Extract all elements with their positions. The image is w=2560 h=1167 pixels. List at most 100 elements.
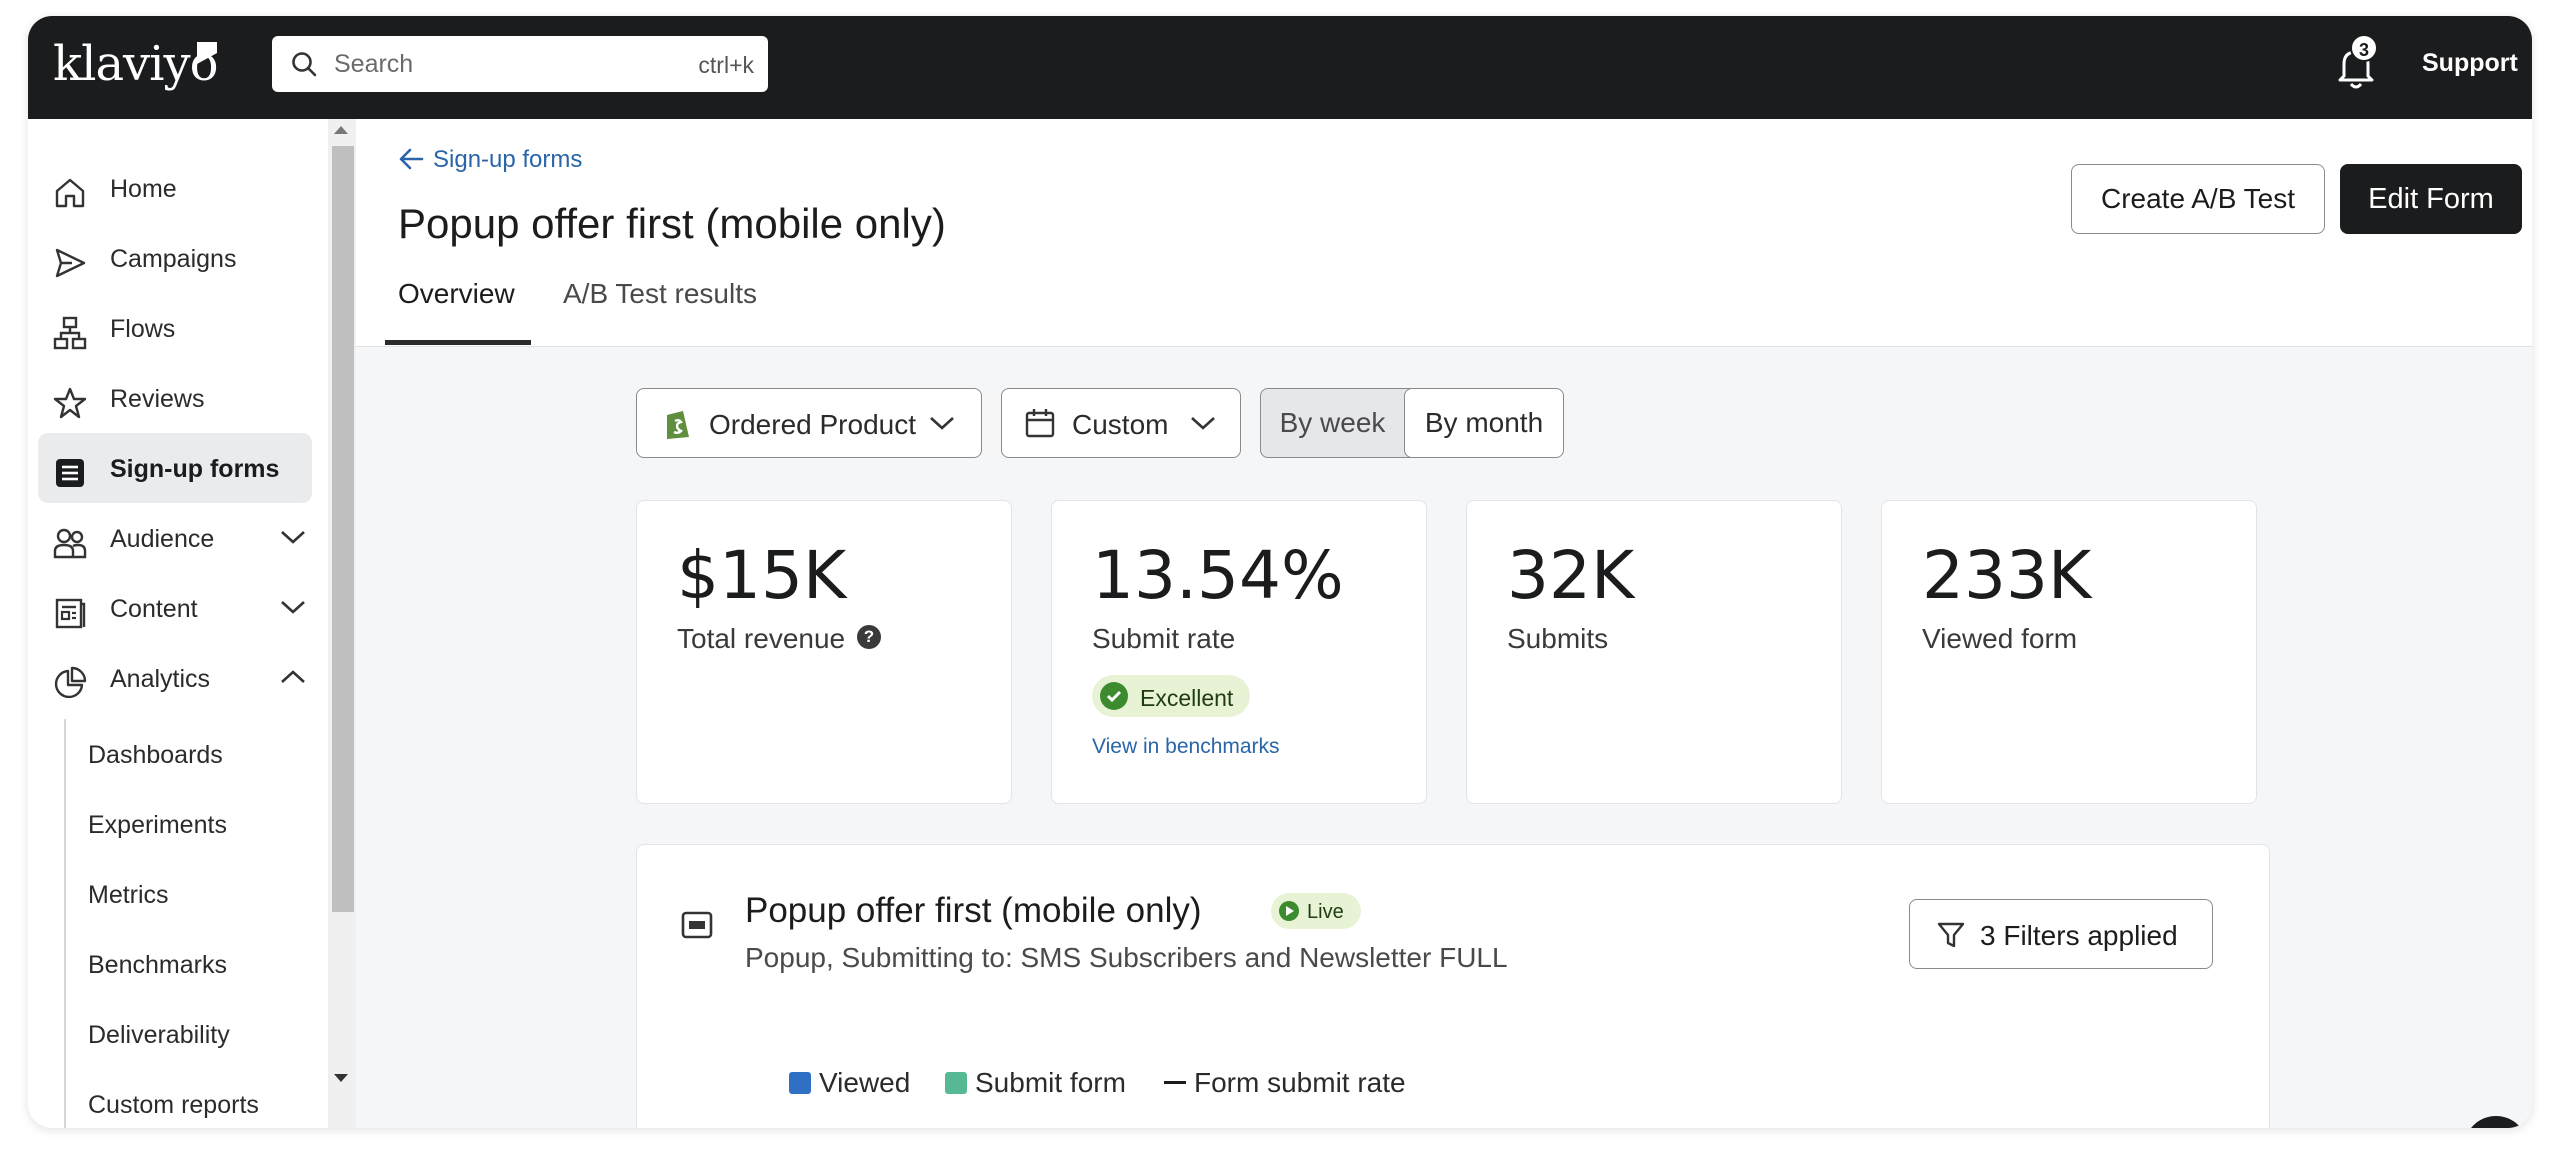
sidebar-item-analytics[interactable]: Analytics xyxy=(38,643,312,713)
legend-label: Form submit rate xyxy=(1194,1067,1406,1098)
klaviyo-logo[interactable]: klaviyo xyxy=(53,36,219,92)
submits-label: Submits xyxy=(1507,623,1609,654)
revenue-value: $15K xyxy=(677,537,847,614)
notification-count-badge: 3 xyxy=(2350,34,2378,62)
chevron-down-icon xyxy=(281,601,305,614)
legend-label: Submit form xyxy=(975,1067,1126,1098)
edit-form-button[interactable]: Edit Form xyxy=(2340,164,2522,234)
granularity-toggle: By week By month xyxy=(1260,388,1564,458)
sidebar-subitem-deliverability[interactable]: Deliverability xyxy=(88,1021,230,1049)
sidebar: Home Campaigns Flows Reviews Sign-up for… xyxy=(28,119,328,1128)
sidebar-subitem-benchmarks[interactable]: Benchmarks xyxy=(88,951,227,979)
metric-card-submits: 32K Submits xyxy=(1466,500,1842,804)
by-week-option[interactable]: By week xyxy=(1279,407,1386,438)
sidebar-item-campaigns[interactable]: Campaigns xyxy=(38,223,312,293)
app-window: klaviyo ctrl+k 3 Support Home Campaigns … xyxy=(28,16,2532,1128)
play-icon xyxy=(1279,901,1299,921)
filters-applied-label: 3 Filters applied xyxy=(1980,920,2178,951)
sidebar-item-label: Reviews xyxy=(110,385,205,413)
sidebar-item-label: Home xyxy=(110,175,177,203)
form-icon xyxy=(56,459,84,487)
support-link[interactable]: Support xyxy=(2422,49,2518,77)
active-tab-indicator xyxy=(385,340,531,345)
sidebar-item-content[interactable]: Content xyxy=(38,573,312,643)
search-icon xyxy=(292,52,317,77)
sidebar-item-home[interactable]: Home xyxy=(38,153,312,223)
by-month-option[interactable]: By month xyxy=(1404,389,1563,457)
breadcrumb-back-link[interactable]: Sign-up forms xyxy=(433,146,583,173)
search-shortcut-hint: ctrl+k xyxy=(698,52,754,78)
logo-flag-icon xyxy=(197,42,217,64)
chat-bubble-icon[interactable] xyxy=(2464,1116,2528,1128)
legend-label: Viewed xyxy=(819,1067,911,1098)
sidebar-item-label: Campaigns xyxy=(110,245,237,273)
sidebar-item-label: Audience xyxy=(110,525,215,553)
search-box[interactable]: ctrl+k xyxy=(272,36,768,92)
tab-overview[interactable]: Overview xyxy=(398,278,515,309)
submit-rate-value: 13.54% xyxy=(1092,537,1344,614)
popup-form-icon xyxy=(681,911,713,939)
sidebar-item-label: Content xyxy=(110,595,198,623)
sidebar-item-label: Analytics xyxy=(110,665,211,693)
view-in-benchmarks-link[interactable]: View in benchmarks xyxy=(1092,735,1280,758)
sidebar-item-sign-up-forms[interactable]: Sign-up forms xyxy=(38,433,312,503)
scroll-up-arrow-icon[interactable] xyxy=(334,126,348,134)
live-status-label: Live xyxy=(1307,901,1344,923)
excellent-badge: Excellent xyxy=(1092,675,1250,717)
metric-card-revenue: $15K Total revenue ? xyxy=(636,500,1012,804)
search-input[interactable] xyxy=(334,44,664,84)
chevron-down-icon xyxy=(281,531,305,544)
date-range-label: Custom xyxy=(1072,409,1169,440)
scroll-down-arrow-icon[interactable] xyxy=(334,1074,348,1082)
flow-icon xyxy=(53,316,87,350)
date-range-dropdown[interactable]: Custom xyxy=(1001,388,1241,458)
help-icon[interactable]: ? xyxy=(857,625,881,649)
sidebar-subitem-custom-reports[interactable]: Custom reports xyxy=(88,1091,259,1119)
sidebar-item-audience[interactable]: Audience xyxy=(38,503,312,573)
metric-dropdown[interactable]: Ordered Product xyxy=(636,388,982,458)
submits-value: 32K xyxy=(1507,537,1635,614)
filter-icon xyxy=(1937,922,1965,948)
submit-rate-label: Submit rate xyxy=(1092,623,1236,654)
page-title: Popup offer first (mobile only) xyxy=(398,200,946,247)
check-circle-icon xyxy=(1100,682,1128,710)
calendar-icon xyxy=(1025,409,1055,438)
sidebar-scroll-thumb[interactable] xyxy=(332,146,354,912)
legend-item-submit-form[interactable]: Submit form xyxy=(945,1067,1126,1099)
metric-card-submit-rate: 13.54% Submit rate Excellent View in ben… xyxy=(1051,500,1427,804)
send-icon xyxy=(55,248,86,278)
people-icon xyxy=(53,528,87,559)
legend-item-form-submit-rate[interactable]: Form submit rate xyxy=(1164,1067,1406,1099)
shopify-icon xyxy=(667,411,689,439)
legend-item-viewed[interactable]: Viewed xyxy=(789,1067,910,1099)
form-title: Popup offer first (mobile only) xyxy=(745,891,1202,930)
sidebar-item-label: Sign-up forms xyxy=(110,455,280,483)
excellent-badge-label: Excellent xyxy=(1140,685,1234,711)
form-details-card: Popup offer first (mobile only) Live Pop… xyxy=(636,844,2270,1128)
legend-swatch-form-submit-rate xyxy=(1164,1081,1186,1084)
chevron-down-icon xyxy=(930,417,954,430)
arrow-left-icon[interactable] xyxy=(398,147,424,171)
sidebar-item-label: Flows xyxy=(110,315,176,343)
viewed-value: 233K xyxy=(1922,537,2092,614)
legend-swatch-submit-form xyxy=(945,1072,967,1094)
metric-dropdown-label: Ordered Product xyxy=(709,409,916,440)
live-status-badge: Live xyxy=(1271,893,1361,929)
filters-applied-button[interactable]: 3 Filters applied xyxy=(1909,899,2213,969)
sidebar-subitem-experiments[interactable]: Experiments xyxy=(88,811,227,839)
chevron-up-icon xyxy=(281,670,305,683)
content-icon xyxy=(55,598,86,629)
chevron-down-icon xyxy=(1191,417,1215,430)
subnav-divider xyxy=(64,719,66,1128)
home-icon xyxy=(55,178,85,208)
top-bar: klaviyo ctrl+k 3 Support xyxy=(28,16,2532,119)
legend-swatch-viewed xyxy=(789,1072,811,1094)
sidebar-subitem-dashboards[interactable]: Dashboards xyxy=(88,741,223,769)
create-ab-test-button[interactable]: Create A/B Test xyxy=(2071,164,2325,234)
sidebar-subitem-metrics[interactable]: Metrics xyxy=(88,881,169,909)
metric-card-viewed: 233K Viewed form xyxy=(1881,500,2257,804)
sidebar-item-flows[interactable]: Flows xyxy=(38,293,312,363)
viewed-label: Viewed form xyxy=(1922,623,2078,654)
tab-ab-test-results[interactable]: A/B Test results xyxy=(563,278,758,309)
sidebar-item-reviews[interactable]: Reviews xyxy=(38,363,312,433)
